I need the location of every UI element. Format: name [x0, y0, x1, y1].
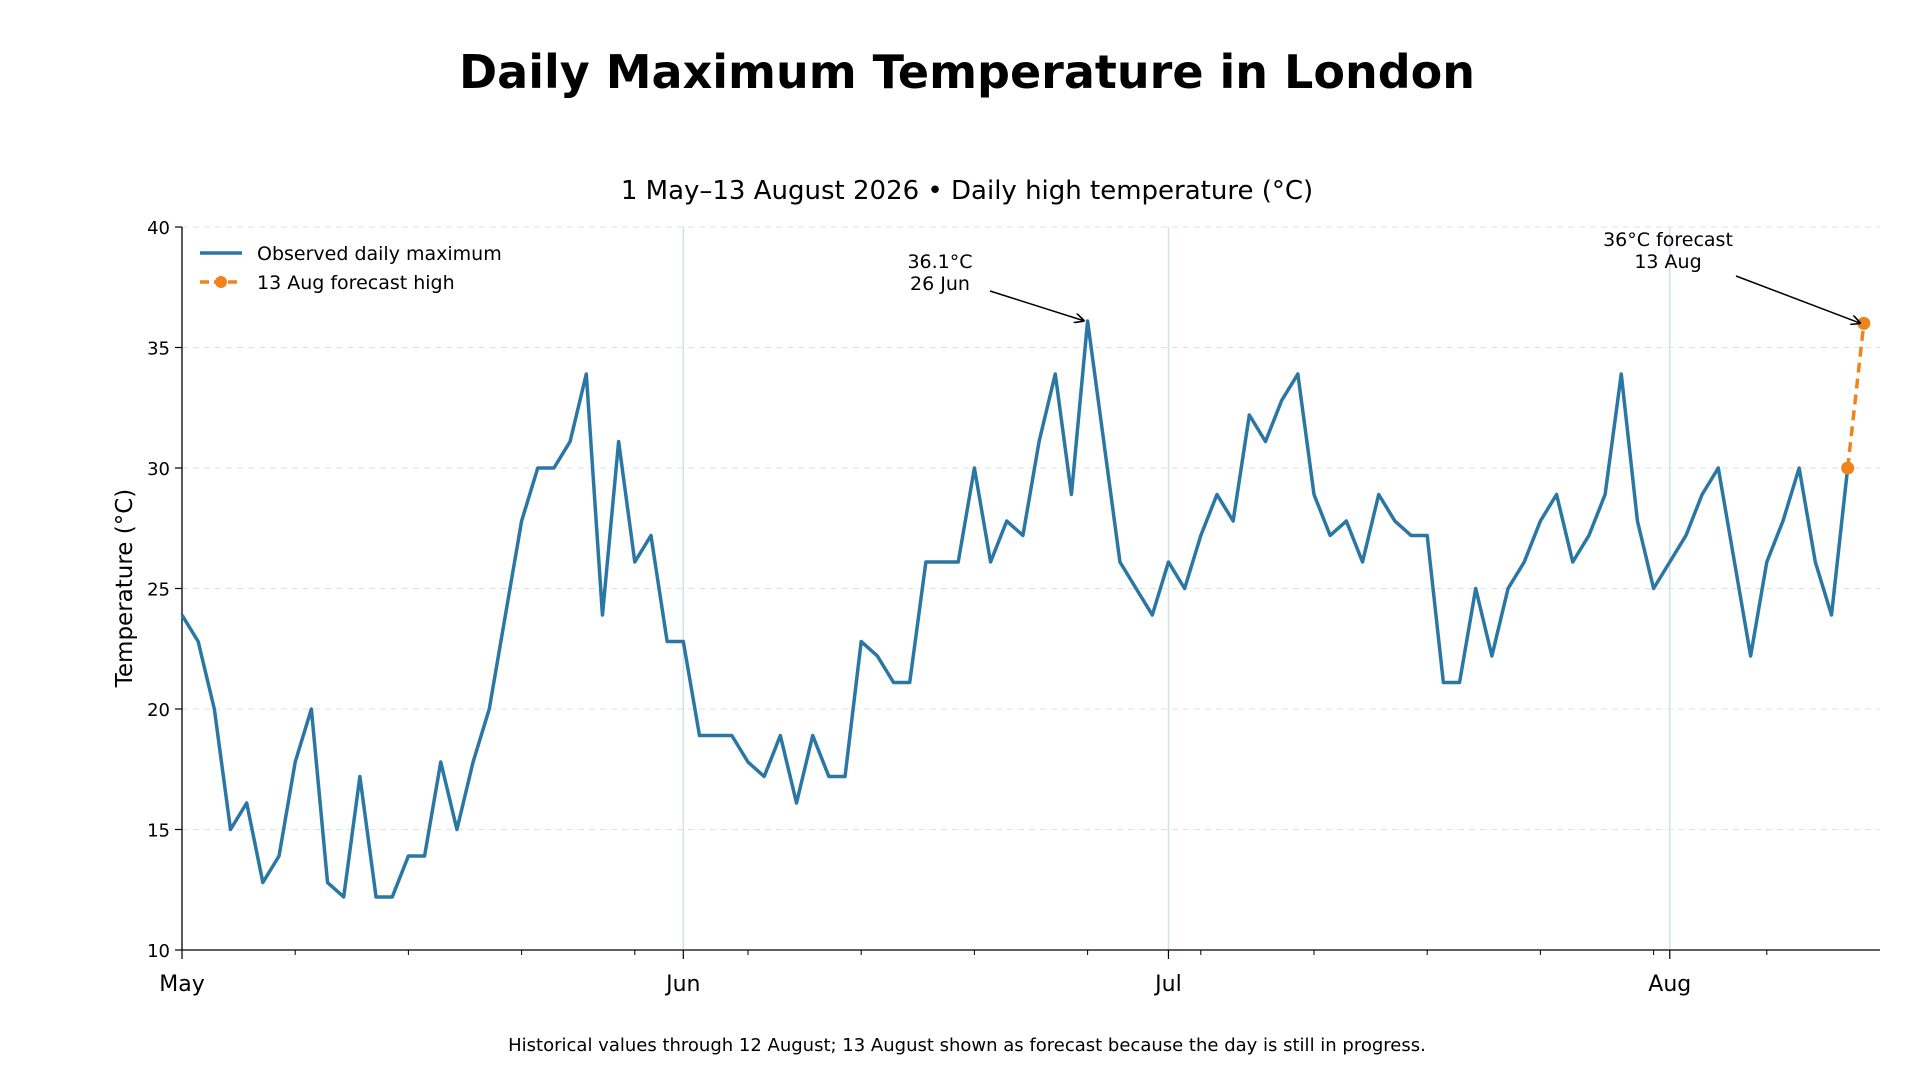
annotation-0: 36.1°C 26 Jun — [907, 251, 972, 295]
y-axis-label: Temperature (°C) — [112, 489, 138, 689]
xtick-label-Aug: Aug — [1648, 972, 1691, 997]
xtick-label-Jul: Jul — [1153, 972, 1182, 997]
y-ticks: 10 15 20 25 30 35 40 — [147, 218, 182, 962]
ytick-label-30: 30 — [147, 459, 170, 480]
annotation-1: 36°C forecast 13 Aug — [1603, 229, 1733, 273]
annotation-0-line-1: 26 Jun — [910, 273, 970, 295]
annotation-arrow-0 — [989, 290, 1085, 321]
legend-label-forecast: 13 Aug forecast high — [257, 272, 455, 294]
series-lines — [180, 316, 1871, 899]
ytick-label-10: 10 — [147, 941, 170, 962]
series-line-observed — [180, 319, 1850, 899]
ytick-label-25: 25 — [147, 580, 170, 601]
chart-subtitle: 1 May–13 August 2026 • Daily high temper… — [621, 176, 1313, 206]
ytick-label-15: 15 — [147, 821, 170, 842]
annotation-0-line-0: 36.1°C — [907, 251, 972, 273]
x-ticks: May Jun Jul Aug — [159, 950, 1768, 997]
month-lines — [682, 227, 1671, 950]
gridlines — [182, 226, 1880, 830]
chart-footnote: Historical values through 12 August; 13 … — [508, 1035, 1426, 1056]
annotations: 36.1°C 26 Jun 36°C forecast 13 Aug — [907, 229, 1860, 323]
ytick-label-35: 35 — [147, 339, 170, 360]
legend-marker-forecast — [215, 276, 227, 288]
annotation-1-line-0: 36°C forecast — [1603, 229, 1733, 251]
forecast-point-0 — [1841, 461, 1855, 475]
annotation-arrow-1 — [1735, 275, 1861, 323]
legend-label-observed: Observed daily maximum — [257, 243, 502, 265]
annotation-1-line-1: 13 Aug — [1634, 251, 1701, 273]
ytick-label-20: 20 — [147, 700, 170, 721]
chart-title: Daily Maximum Temperature in London — [459, 45, 1475, 99]
ytick-label-40: 40 — [147, 218, 170, 239]
xtick-label-Jun: Jun — [664, 972, 700, 997]
xtick-label-May: May — [159, 972, 204, 997]
series-line-forecast — [1845, 323, 1866, 469]
legend: Observed daily maximum 13 Aug forecast h… — [200, 243, 502, 294]
